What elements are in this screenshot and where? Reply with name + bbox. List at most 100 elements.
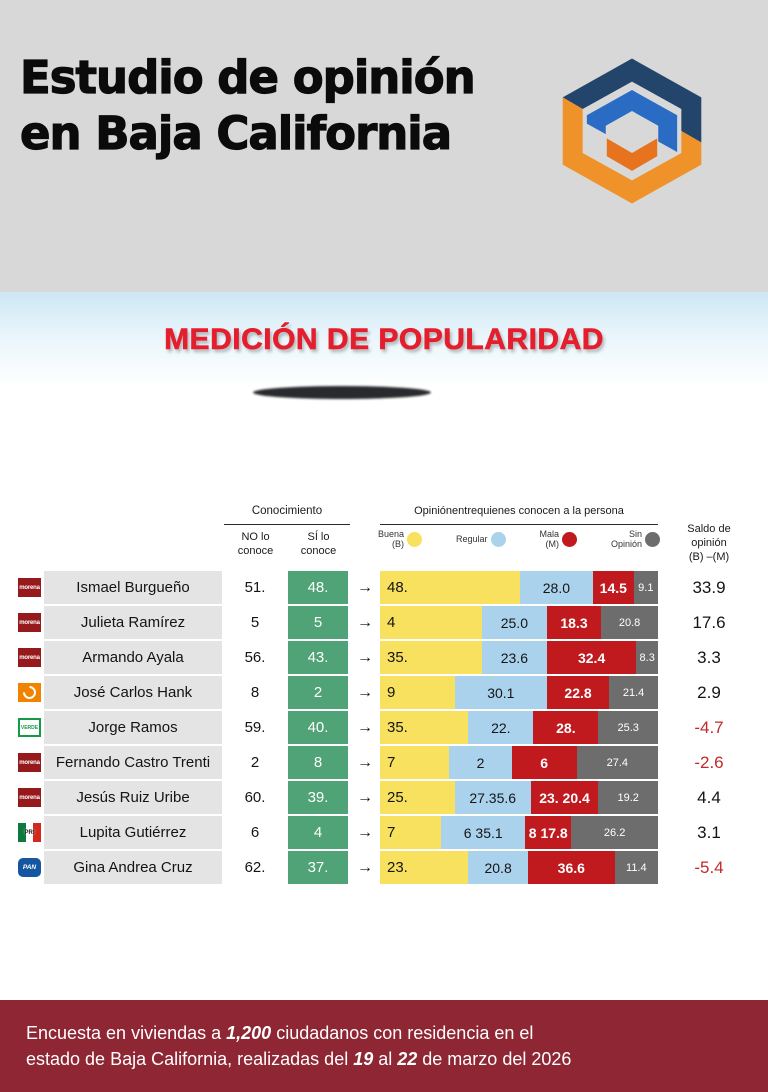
opinion-bar: 9 30.1 22.8 21.4	[380, 676, 658, 709]
opinion-bar: 4 25.0 18.3 20.8	[380, 606, 658, 639]
segment-buena: 9	[380, 676, 455, 709]
no-conoce-value: 8	[250, 684, 260, 701]
opinion-bar: 35. 23.6 32.4 8.3	[380, 641, 659, 674]
segment-mala: 22.8	[546, 676, 610, 709]
saldo-value: -4.7	[694, 717, 724, 737]
legend-label: Regular	[455, 534, 488, 545]
si-conoce-value: 43.	[288, 641, 348, 674]
no-conoce-value: 62.	[244, 859, 266, 876]
table-row: morena Julieta Ramírez 5 5 → 4 25.0 18.3 20.8 17.…	[18, 606, 758, 639]
opinion-bar: 48. 28.0 14.5 9.1	[380, 571, 659, 604]
si-conoce-value: 37.	[288, 851, 348, 884]
segment-mala: 18.3	[546, 606, 602, 639]
footer-text-segment: al	[373, 1049, 398, 1069]
saldo-header: Saldo de opinión (B) –(M)	[687, 523, 731, 563]
no-conoce-value: 56.	[244, 649, 266, 666]
table-row: morena Armando Ayala 56. 43. → 35. 23.6 32.4 8.3…	[18, 641, 758, 674]
segment-mala: 8 17.8	[525, 816, 572, 849]
segment-sin-opinion: 19.2	[598, 781, 658, 814]
candidate-name: Jorge Ramos	[44, 711, 222, 744]
segment-regular: 30.1	[454, 676, 547, 709]
footer-text-segment: Encuesta en viviendas a	[26, 1022, 227, 1043]
candidate-name: Lupita Gutiérrez	[44, 816, 222, 849]
arrow-icon: →	[357, 578, 373, 596]
segment-sin-opinion: 9.1	[633, 571, 659, 604]
legend-item-mala: Mala (M)	[539, 529, 577, 550]
footer-emphasis: 19	[353, 1049, 374, 1069]
segment-mala: 32.4	[546, 641, 637, 674]
conocimiento-subheaders: NO lo conoce SÍ lo conoce	[224, 531, 350, 559]
page-header: Estudio de opinión en Baja California	[0, 0, 768, 292]
arrow-icon: →	[357, 753, 373, 771]
saldo-value: 3.1	[697, 822, 721, 842]
segment-sin-opinion: 20.8	[601, 606, 658, 639]
col-si-conoce-header: SÍ lo conoce	[300, 531, 337, 557]
segment-regular: 2	[449, 746, 512, 779]
segment-buena: 25.	[380, 781, 455, 814]
no-conoce-value: 60.	[244, 789, 266, 806]
footer-note: Encuesta en viviendas a 1,200 ciudadanos…	[0, 1000, 768, 1092]
saldo-value: 17.6	[692, 612, 726, 632]
saldo-value: -2.6	[694, 752, 724, 772]
segment-sin-opinion: 21.4	[609, 676, 658, 709]
opinion-bar: 35. 22. 28. 25.3	[380, 711, 659, 744]
party-logo-cell: morena	[18, 746, 44, 779]
party-logo-morena-icon: morena	[18, 753, 41, 772]
arrow-icon: →	[357, 613, 373, 631]
page-title-line1: Estudio de opinión	[19, 50, 476, 104]
legend-item-sin-opinion: Sin Opinión	[611, 529, 660, 550]
si-conoce-value: 4	[288, 816, 348, 849]
opinion-bar: 25. 27.35.6 23. 20.4 19.2	[380, 781, 658, 814]
segment-sin-opinion: 11.4	[614, 851, 658, 884]
segment-mala: 6	[511, 746, 577, 779]
candidate-name: Gina Andrea Cruz	[44, 851, 222, 884]
party-logo-cell: morena	[18, 781, 44, 814]
si-conoce-value: 8	[288, 746, 348, 779]
table-row: morena Jesús Ruiz Uribe 60. 39. → 25. 27.35.6 2…	[18, 781, 758, 814]
arrow-icon: →	[357, 788, 373, 806]
candidate-name: Armando Ayala	[44, 641, 222, 674]
saldo-value: -5.4	[694, 857, 724, 877]
segment-regular: 23.6	[481, 641, 547, 674]
segment-sin-opinion: 26.2	[571, 816, 658, 849]
arrow-icon: →	[357, 683, 373, 701]
table-row: VERDE Jorge Ramos 59. 40. → 35. 22. 28. 25.3 -4.7	[18, 711, 758, 744]
segment-regular: 6 35.1	[441, 816, 526, 849]
candidate-name: Julieta Ramírez	[44, 606, 222, 639]
table-row: morena Fernando Castro Trenti 2 8 → 7 2 6 27.4 -2…	[18, 746, 758, 779]
opinion-bar: 7 2 6 27.4	[380, 746, 658, 779]
hexagon-brand-logo	[562, 58, 702, 204]
arrow-icon: →	[357, 858, 373, 876]
footer-emphasis: 22	[397, 1049, 418, 1069]
segment-mala: 28.	[533, 711, 599, 744]
party-logo-pan-icon: PAN	[18, 858, 41, 877]
segment-regular: 25.0	[481, 606, 547, 639]
section-title: MEDICIÓN DE POPULARIDAD	[164, 322, 604, 356]
si-conoce-value: 40.	[288, 711, 348, 744]
ink-smudge-artifact	[253, 386, 431, 399]
segment-regular: 28.0	[519, 571, 593, 604]
footer-emphasis: 1,200	[226, 1022, 272, 1043]
segment-buena: 4	[380, 606, 482, 639]
segment-mala: 14.5	[592, 571, 634, 604]
legend-label: Mala (M)	[539, 529, 559, 550]
table-rows: morena Ismael Burgueño 51. 48. → 48. 28.0 14.5 9…	[18, 571, 758, 884]
legend-item-buena: Buena (B)	[378, 529, 423, 550]
no-conoce-value: 2	[250, 754, 260, 771]
segment-buena: 35.	[380, 641, 482, 674]
segment-buena: 23.	[380, 851, 469, 884]
popularity-table: Conocimiento NO lo conoce SÍ lo conoce O…	[18, 497, 758, 886]
si-conoce-value: 39.	[288, 781, 348, 814]
si-conoce-value: 48.	[288, 571, 348, 604]
segment-mala: 23. 20.4	[530, 781, 599, 814]
saldo-value: 2.9	[697, 682, 721, 702]
legend-label: Sin Opinión	[610, 529, 642, 550]
no-conoce-value: 5	[250, 614, 260, 631]
arrow-icon: →	[357, 823, 373, 841]
table-row: PRI Lupita Gutiérrez 6 4 → 7 6 35.1 8 17.8 26.2 3…	[18, 816, 758, 849]
party-logo-cell: morena	[18, 606, 44, 639]
opinion-bar: 23. 20.8 36.6 11.4	[380, 851, 658, 884]
party-logo-cell: morena	[18, 571, 44, 604]
segment-buena: 7	[380, 816, 442, 849]
